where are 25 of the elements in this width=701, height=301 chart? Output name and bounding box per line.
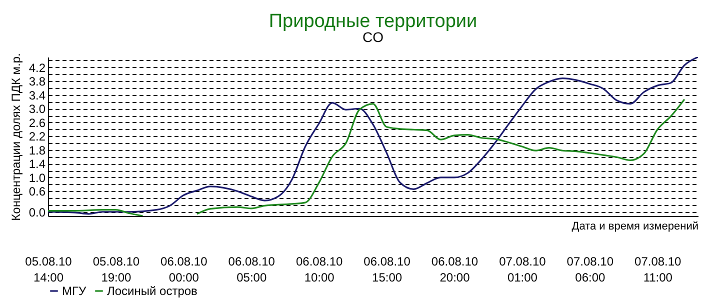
x-tick-label: 05.08.10 19:00: [92, 254, 140, 284]
legend-label: Лосиный остров: [107, 284, 198, 298]
y-axis-title: Концентрации долях ПДК м.р.: [8, 53, 23, 221]
x-tick-label: 07.08.10 01:00: [499, 254, 546, 284]
y-tick-label: 1.0: [28, 170, 46, 185]
x-tick-label: 07.08.10 06:00: [566, 254, 614, 284]
legend-label: МГУ: [62, 284, 86, 298]
x-tick-label: 06.08.10 05:00: [228, 254, 276, 284]
x-tick-label: 07.08.10 11:00: [634, 254, 682, 284]
y-tick-label: 3.4: [28, 88, 46, 102]
x-tick-label: 06.08.10 00:00: [160, 254, 208, 284]
x-tick-label: 06.08.10 10:00: [296, 254, 344, 284]
y-tick-label: 2.2: [28, 130, 46, 144]
y-tick-label: 0.0: [28, 205, 46, 220]
x-tick-label: 05.08.10 14:00: [25, 254, 72, 284]
y-tick-label: 3.0: [28, 102, 46, 116]
x-axis-title: Дата и время измерений: [572, 220, 698, 232]
x-tick-label: 06.08.10 20:00: [431, 254, 478, 284]
y-tick-label: 1.4: [28, 157, 46, 172]
y-tick-label: 0.6: [28, 184, 46, 199]
y-tick-label: 1.8: [28, 143, 46, 158]
y-tick-label: 2.6: [28, 116, 46, 130]
y-tick-label: 4.2: [28, 60, 46, 75]
x-tick-label: 06.08.10 15:00: [364, 254, 411, 284]
y-tick-label: 3.8: [28, 74, 46, 89]
